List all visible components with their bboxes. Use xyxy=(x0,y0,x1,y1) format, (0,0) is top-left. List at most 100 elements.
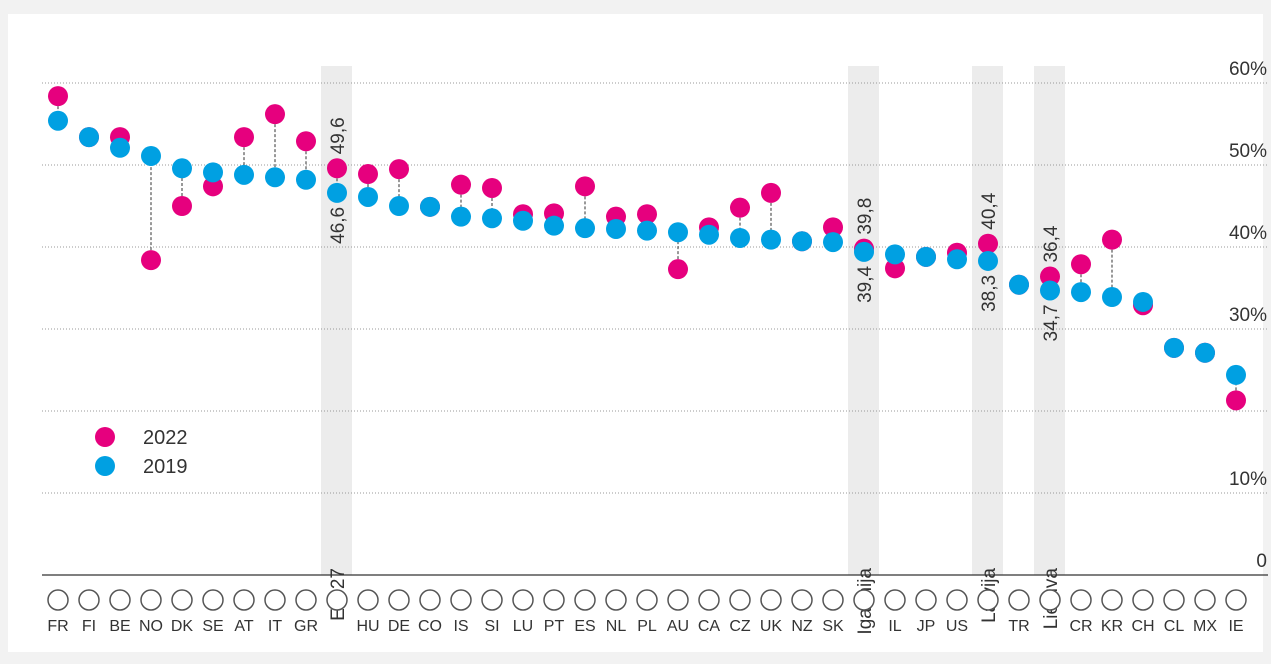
flag-icon xyxy=(1132,589,1154,611)
x-tick-label: UK xyxy=(760,618,783,635)
dot xyxy=(1226,364,1246,385)
flag-icon xyxy=(977,589,999,611)
x-tick-label: PT xyxy=(544,618,565,635)
x-tick-label: CA xyxy=(698,618,721,635)
x-tick-label: PL xyxy=(637,618,657,635)
dot xyxy=(389,159,409,180)
flag-icon xyxy=(884,589,906,611)
dot xyxy=(1040,280,1060,301)
x-tick-label: KR xyxy=(1101,618,1123,635)
dot xyxy=(1102,229,1122,250)
flag-icon xyxy=(791,589,813,611)
x-tick-label: AT xyxy=(234,618,253,635)
legend-label: 2022 xyxy=(143,427,188,449)
panel xyxy=(8,14,1263,652)
dot xyxy=(296,131,316,152)
x-tick-label: CR xyxy=(1069,618,1092,635)
x-tick-label: SE xyxy=(202,618,223,635)
highlight-band xyxy=(321,66,352,575)
dot xyxy=(482,208,502,229)
dot xyxy=(761,182,781,203)
dot xyxy=(575,218,595,239)
value-label: 36,4 xyxy=(1041,225,1062,262)
dot xyxy=(575,176,595,197)
dot xyxy=(482,177,502,198)
y-tick-label: 60% xyxy=(1229,59,1267,80)
dot xyxy=(637,220,657,241)
dot xyxy=(358,186,378,207)
flag-icon xyxy=(946,589,968,611)
dot xyxy=(1164,337,1184,358)
x-tick-label: DE xyxy=(388,618,410,635)
dot xyxy=(668,259,688,280)
highlight-band xyxy=(1034,66,1065,575)
dot xyxy=(885,258,905,279)
x-tick-label: SI xyxy=(484,618,499,635)
x-tick-label: MX xyxy=(1193,618,1217,635)
flag-icon xyxy=(1101,589,1123,611)
dot xyxy=(978,233,998,254)
x-tick-label: IS xyxy=(453,618,468,635)
y-tick-label: 50% xyxy=(1229,141,1267,162)
x-tick-label: IL xyxy=(888,618,901,635)
dot xyxy=(48,110,68,131)
dot xyxy=(358,164,378,185)
dot xyxy=(823,217,843,238)
flag-icon xyxy=(202,589,224,611)
flag-icon xyxy=(636,589,658,611)
flag-icon xyxy=(171,589,193,611)
value-label: 34,7 xyxy=(1041,304,1062,341)
dot xyxy=(327,182,347,203)
x-tick-label: LU xyxy=(513,618,533,635)
x-tick-label: NO xyxy=(139,618,163,635)
flag-icon xyxy=(326,589,348,611)
flag-icon xyxy=(667,589,689,611)
x-tick-label: ES xyxy=(574,618,595,635)
flag-icon xyxy=(233,589,255,611)
legend-marker xyxy=(95,427,115,447)
flag-icon xyxy=(853,589,875,611)
value-label: 39,4 xyxy=(855,265,876,302)
x-tick-label: FR xyxy=(47,618,68,635)
flag-icon xyxy=(1163,589,1185,611)
x-tick-label: TR xyxy=(1008,618,1029,635)
legend-marker xyxy=(95,456,115,476)
y-tick-label: 40% xyxy=(1229,223,1267,244)
x-tick-label: CH xyxy=(1131,618,1154,635)
flag-icon xyxy=(698,589,720,611)
x-tick-label: SK xyxy=(822,618,844,635)
x-tick-label: CL xyxy=(1164,618,1185,635)
flag-icon xyxy=(481,589,503,611)
dot xyxy=(1071,254,1091,275)
dot xyxy=(947,249,967,270)
x-tick-label: GR xyxy=(294,618,318,635)
x-tick-label: JP xyxy=(917,618,936,635)
dot xyxy=(265,167,285,188)
x-tick-label: AU xyxy=(667,618,689,635)
x-tick-label: US xyxy=(946,618,968,635)
flag-icon xyxy=(822,589,844,611)
value-label: 39,8 xyxy=(855,198,876,235)
flag-icon xyxy=(1008,589,1030,611)
x-tick-label: IE xyxy=(1228,618,1243,635)
dot xyxy=(544,215,564,236)
highlight-band xyxy=(972,66,1003,575)
highlight-band xyxy=(848,66,879,575)
dot xyxy=(1102,287,1122,308)
dot xyxy=(823,232,843,253)
dot xyxy=(110,137,130,158)
dot xyxy=(451,174,471,195)
dot xyxy=(885,244,905,265)
flag-icon xyxy=(1194,589,1216,611)
dot xyxy=(234,127,254,148)
dot xyxy=(172,196,192,216)
x-tick-label: CZ xyxy=(729,618,751,635)
flag-icon xyxy=(450,589,472,611)
value-label: 49,6 xyxy=(328,117,349,154)
x-tick-label: FI xyxy=(82,618,96,635)
flag-icon xyxy=(605,589,627,611)
dot xyxy=(79,127,99,148)
dot xyxy=(978,250,998,271)
flag-icon xyxy=(1039,589,1061,611)
